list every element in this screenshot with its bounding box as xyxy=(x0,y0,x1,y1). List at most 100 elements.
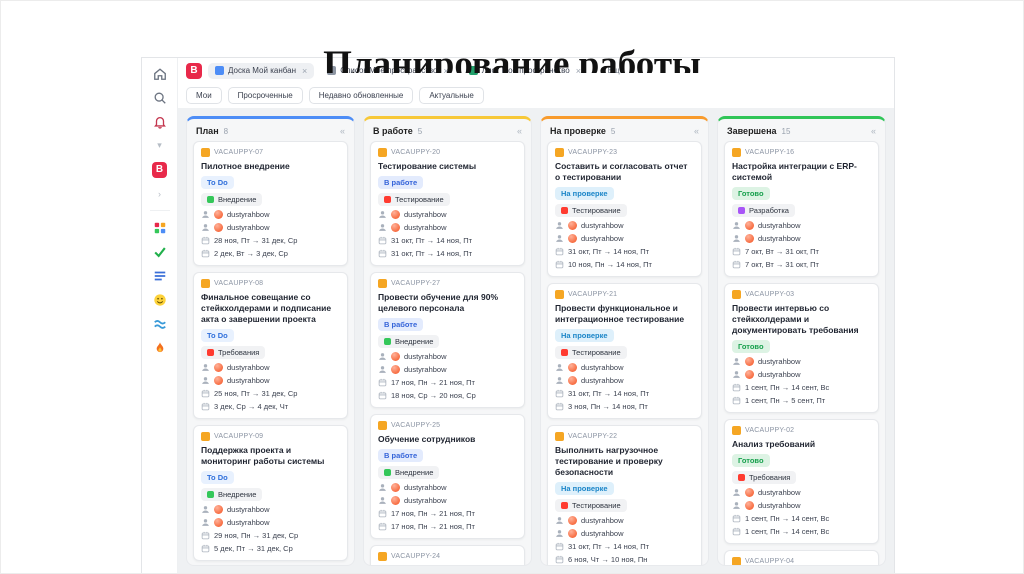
task-card[interactable]: VACAUPPY-08 Финальное совещание со стейк… xyxy=(193,272,348,420)
card-title: Настройка интеграции с ERP-системой xyxy=(732,161,857,183)
tag-pill: Внедрение xyxy=(201,488,263,502)
tag-label: Тестирование xyxy=(395,195,444,205)
planned-dates-row: 31 окт, Пт → 14 ноя, Пт xyxy=(555,542,694,551)
bell-icon[interactable] xyxy=(152,114,167,129)
task-type-icon xyxy=(378,552,387,562)
flame-icon[interactable] xyxy=(152,340,167,355)
card-header: VACAUPPY-07 xyxy=(201,148,340,157)
date-range: 3 дек, Ср → 4 дек, Чт xyxy=(214,402,289,412)
apps-grid-icon[interactable] xyxy=(152,220,167,235)
status-badge: В работе xyxy=(378,176,424,190)
check-icon[interactable] xyxy=(152,244,167,259)
tag-icon xyxy=(207,349,214,357)
tracker-logo-icon[interactable]: B xyxy=(152,161,167,178)
task-card[interactable]: VACAUPPY-27 Провести обучение для 90% це… xyxy=(370,272,525,409)
task-card[interactable]: VACAUPPY-25 Обучение сотрудников В работ… xyxy=(370,414,525,540)
tracker-app-window: ▾ B › xyxy=(141,57,895,573)
column-collapse-icon[interactable]: « xyxy=(870,126,876,136)
home-icon[interactable] xyxy=(152,66,167,81)
card-header: VACAUPPY-22 xyxy=(555,432,694,442)
status-badge: Готово xyxy=(732,340,770,354)
tag-icon xyxy=(384,196,391,204)
author-row: dustyrahbow xyxy=(732,370,871,380)
assignee-name: dustyrahbow xyxy=(758,357,801,367)
planned-dates-row: 25 ноя, Пт → 31 дек, Ср xyxy=(201,389,340,398)
date-range: 28 ноя, Пт → 31 дек, Ср xyxy=(214,236,298,246)
task-card[interactable]: VACAUPPY-09 Поддержка проекта и монитори… xyxy=(193,425,348,562)
app-logo-icon[interactable]: B xyxy=(186,62,202,79)
actual-dates-row: 1 сент, Пн → 14 сент, Вс xyxy=(732,527,871,536)
filter-my[interactable]: Мои xyxy=(186,87,222,104)
task-type-icon xyxy=(201,432,210,442)
tab-board-kanban[interactable]: Доска Мой канбан × xyxy=(208,62,315,79)
task-card[interactable]: VACAUPPY-22 Выполнить нагрузочное тестир… xyxy=(547,425,702,565)
author-row: dustyrahbow xyxy=(201,223,340,233)
task-card[interactable]: VACAUPPY-02 Анализ требований Готово Тре… xyxy=(724,419,879,545)
close-icon[interactable]: × xyxy=(443,65,449,76)
filter-recently-updated[interactable]: Недавно обновленные xyxy=(308,87,414,104)
card-title: Финальное совещание со стейкхолдерами и … xyxy=(201,292,332,325)
column-count: 5 xyxy=(610,126,616,136)
more-tabs-button[interactable]: + Еще xyxy=(594,63,630,78)
date-range: 31 окт, Пт → 14 ноя, Пт xyxy=(568,247,650,257)
search-icon[interactable] xyxy=(152,90,167,105)
avatar xyxy=(391,365,400,375)
column-collapse-icon[interactable]: « xyxy=(339,126,345,136)
sheet-icon xyxy=(468,66,478,75)
assignee-row: dustyrahbow xyxy=(555,516,694,526)
calendar-icon xyxy=(555,403,564,411)
person-icon xyxy=(733,371,740,379)
task-card[interactable]: VACAUPPY-04 Проанализировать наследуемые… xyxy=(724,550,879,565)
task-card[interactable]: VACAUPPY-16 Настройка интеграции с ERP-с… xyxy=(724,141,879,278)
list-lines-icon[interactable] xyxy=(152,268,167,283)
date-range: 17 ноя, Пн → 21 ноя, Пт xyxy=(391,378,475,388)
date-range: 31 окт, Пт → 14 ноя, Пт xyxy=(391,236,473,246)
calendar-icon xyxy=(378,236,387,245)
filter-actual[interactable]: Актуальные xyxy=(419,87,484,104)
date-range: 3 ноя, Пн → 14 ноя, Пт xyxy=(568,402,648,412)
close-icon[interactable]: × xyxy=(302,65,308,76)
task-card[interactable]: VACAUPPY-07 Пилотное внедрение To Do Вне… xyxy=(193,141,348,267)
date-range: 10 ноя, Пн → 14 ноя, Пт xyxy=(568,260,652,270)
date-range: 18 ноя, Ср → 20 ноя, Ср xyxy=(391,391,476,401)
assignee-name: dustyrahbow xyxy=(404,496,447,506)
column-title: На проверке xyxy=(550,126,606,136)
close-icon[interactable]: × xyxy=(575,65,581,76)
date-range: 17 ноя, Пн → 21 ноя, Пт xyxy=(391,522,475,532)
tab-list-space[interactable]: Список Мое пространство × xyxy=(320,63,455,79)
tag-pill: Тестирование xyxy=(555,499,627,513)
chevron-down-icon[interactable]: ▾ xyxy=(157,140,162,150)
assignee-name: dustyrahbow xyxy=(227,518,270,528)
date-range: 1 сент, Пн → 5 сент, Пт xyxy=(745,396,826,406)
card-id: VACAUPPY-07 xyxy=(214,149,264,156)
plus-icon: + xyxy=(599,66,605,75)
assignee-row: dustyrahbow xyxy=(732,221,871,231)
tag-label: Требования xyxy=(749,473,791,483)
assignee-name: dustyrahbow xyxy=(404,223,447,233)
author-row: dustyrahbow xyxy=(201,376,340,386)
smile-icon[interactable] xyxy=(152,292,167,307)
expand-right-icon[interactable]: › xyxy=(158,188,161,199)
task-type-icon xyxy=(201,279,210,289)
task-card[interactable]: VACAUPPY-21 Провести функциональное и ин… xyxy=(547,283,702,420)
assignee-name: dustyrahbow xyxy=(581,221,624,231)
filter-overdue[interactable]: Просроченные xyxy=(227,87,303,104)
tab-sheet-space[interactable]: Лист Мое пространство × xyxy=(462,63,588,79)
person-icon xyxy=(733,502,740,510)
assignee-row: dustyrahbow xyxy=(378,483,517,493)
tag-icon xyxy=(561,502,568,510)
column-collapse-icon[interactable]: « xyxy=(693,126,699,136)
task-card[interactable]: VACAUPPY-23 Составить и согласовать отче… xyxy=(547,141,702,278)
column-collapse-icon[interactable]: « xyxy=(516,126,522,136)
avatar xyxy=(568,529,577,539)
task-card[interactable]: VACAUPPY-03 Провести интервью со стейкхо… xyxy=(724,283,879,414)
task-card[interactable]: VACAUPPY-20 Тестирование системы В работ… xyxy=(370,141,525,267)
actual-dates-row: 1 сент, Пн → 5 сент, Пт xyxy=(732,396,871,405)
task-card[interactable]: VACAUPPY-24 Провести итоговое тестирован… xyxy=(370,545,525,565)
person-icon xyxy=(202,506,209,514)
avatar xyxy=(214,210,223,220)
status-badge: To Do xyxy=(201,471,234,485)
avatar xyxy=(214,223,223,233)
sidebar-divider xyxy=(149,210,170,211)
wave-icon[interactable] xyxy=(152,316,167,331)
